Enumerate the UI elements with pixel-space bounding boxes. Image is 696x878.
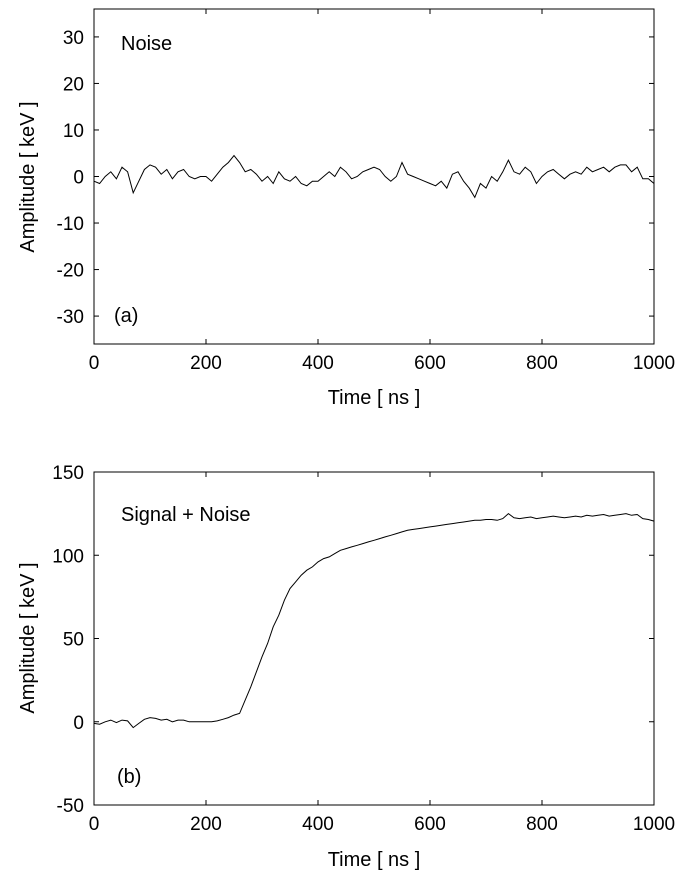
y-tick-label: 50 (63, 630, 84, 651)
x-tick-label: 600 (414, 353, 446, 374)
signal-noise-annotation: Signal + Noise (121, 504, 251, 526)
y-tick-label: 0 (73, 168, 84, 189)
y-tick-label: -20 (57, 261, 84, 282)
x-axis-label: Time [ ns ] (328, 387, 421, 409)
signal-noise-trace (93, 512, 655, 729)
y-tick-label: -30 (57, 307, 84, 328)
y-tick-label: 100 (52, 546, 84, 567)
y-tick-label: -10 (57, 214, 84, 235)
y-tick-label: 150 (52, 463, 84, 484)
panel-label-a: (a) (114, 305, 138, 327)
y-tick-label: 10 (63, 121, 84, 142)
panel-label-b: (b) (117, 766, 141, 788)
x-axis-label: Time [ ns ] (328, 849, 421, 871)
axis-ticks: 0 200 400 600 800 1000 -30 -20 -10 0 10 20 30 (57, 9, 675, 374)
x-tick-label: 400 (302, 814, 334, 835)
y-tick-label: -50 (57, 796, 84, 817)
x-tick-label: 200 (190, 353, 222, 374)
y-tick-label: 20 (63, 74, 84, 95)
noise-annotation: Noise (121, 33, 172, 55)
x-tick-label: 0 (89, 353, 100, 374)
x-tick-label: 600 (414, 814, 446, 835)
noise-trace (93, 154, 655, 199)
x-tick-label: 800 (526, 814, 558, 835)
x-tick-label: 400 (302, 353, 334, 374)
y-tick-label: 30 (63, 28, 84, 49)
x-tick-label: 0 (89, 814, 100, 835)
y-axis-label: Amplitude [ keV ] (17, 562, 39, 713)
x-tick-label: 800 (526, 353, 558, 374)
plot-frame (93, 8, 655, 345)
x-tick-label: 1000 (633, 814, 675, 835)
y-tick-label: 0 (73, 713, 84, 734)
x-tick-label: 200 (190, 814, 222, 835)
y-axis-label: Amplitude [ keV ] (17, 101, 39, 252)
x-tick-label: 1000 (633, 353, 675, 374)
